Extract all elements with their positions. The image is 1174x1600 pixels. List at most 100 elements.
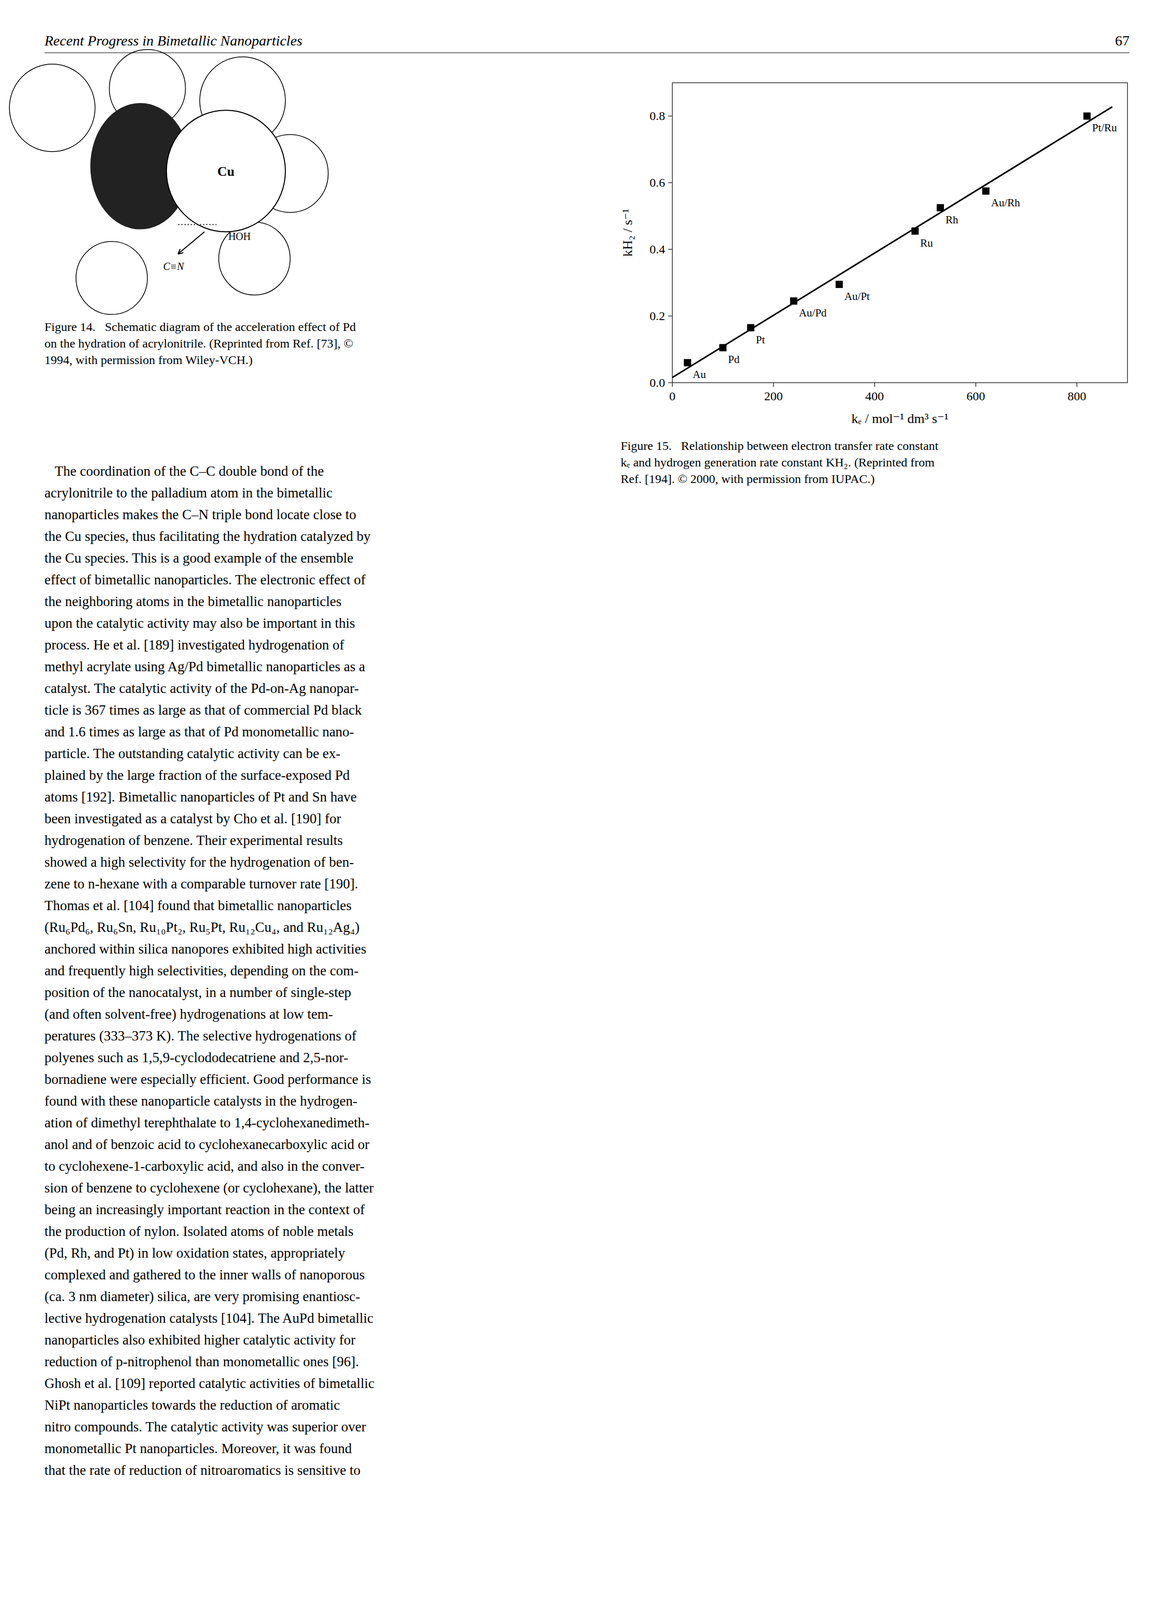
text-line: Ref. [194]. © 2000, with permission from… — [620, 472, 875, 486]
body-line: and 1.6 times as large as that of Pd mon… — [44, 724, 355, 740]
cn-label: C≡N — [163, 260, 186, 273]
body-line: zene to n-hexane with a comparable turno… — [44, 876, 358, 892]
body-line: nanoparticles also exhibited higher cata… — [44, 1332, 356, 1348]
y-tick-label: 0.8 — [649, 109, 666, 123]
body-line: to cyclohexene-1-carboxylic acid, and al… — [44, 1158, 365, 1174]
arrow — [178, 231, 205, 254]
y-axis-label: kH₂ / s⁻¹ — [620, 208, 636, 258]
point-label: Au/Rh — [990, 196, 1021, 209]
text-line: Figure 14. Schematic diagram of the acce… — [44, 320, 356, 334]
body-line: nitro compounds. The catalytic activity … — [44, 1419, 367, 1435]
body-line: showed a high selectivity for the hydrog… — [44, 854, 354, 870]
page-background — [0, 0, 1174, 1600]
page: Recent Progress in Bimetallic Nanopartic… — [0, 0, 1174, 1600]
body-line: The coordination of the C–C double bond … — [44, 463, 324, 479]
x-tick — [773, 382, 775, 387]
body-line: sion of benzene to cyclohexene (or cyclo… — [44, 1180, 374, 1196]
cu-particle — [166, 110, 286, 232]
point-label: Au/Pd — [799, 306, 827, 320]
y-tick — [668, 382, 673, 384]
body-line: atoms [192]. Bimetallic nanoparticles of… — [44, 789, 357, 805]
text-line: 1994, with permission from Wiley-VCH.) — [44, 353, 253, 367]
body-line: lective hydrogenation catalysts [104]. T… — [44, 1310, 374, 1327]
body-line: acrylonitrile to the palladium atom in t… — [44, 485, 333, 501]
plot-frame — [672, 82, 1128, 383]
body-line: and frequently high selectivities, depen… — [44, 962, 359, 979]
body-line: the neighboring atoms in the bimetallic … — [44, 593, 342, 610]
body-line: (Ru₆Pd₆, Ru₆Sn, Ru₁₀Pt₂, Ru₅Pt, Ru₁₂Cu₄,… — [44, 919, 360, 936]
body-line: polyenes such as 1,5,9-cyclododecatriene… — [44, 1049, 349, 1066]
chart: 02004006008000.00.20.40.60.8kₑ / mol⁻¹ d… — [620, 82, 1128, 427]
body-line: the Cu species, thus facilitating the hy… — [44, 528, 371, 545]
y-tick — [668, 248, 673, 250]
x-tick — [874, 382, 876, 387]
y-tick-label: 0.2 — [649, 309, 666, 323]
body-line: the production of nylon. Isolated atoms … — [44, 1223, 354, 1240]
x-axis-label: kₑ / mol⁻¹ dm³ s⁻¹ — [851, 411, 949, 427]
trend-line — [672, 107, 1113, 378]
x-tick — [975, 382, 977, 387]
body-line: hydrogenation of benzene. Their experime… — [44, 832, 343, 849]
x-tick-label: 400 — [865, 389, 884, 403]
cu-label: Cu — [217, 163, 235, 179]
text-line: Figure 15. Relationship between electron… — [620, 439, 939, 453]
body-line: effect of bimetallic nanoparticles. The … — [44, 572, 366, 588]
hoh-label: HOH — [228, 230, 251, 243]
x-tick-label: 600 — [966, 389, 986, 403]
x-tick — [671, 382, 673, 387]
body-line: ticle is 367 times as large as that of c… — [44, 702, 363, 718]
point-label: Pd — [728, 353, 741, 366]
scatter-point — [982, 187, 990, 195]
body-line: the Cu species. This is a good example o… — [44, 550, 354, 566]
body-line: particle. The outstanding catalytic acti… — [44, 745, 341, 762]
body-line: catalyst. The catalytic activity of the … — [44, 680, 359, 697]
page-header-left: Recent Progress in Bimetallic Nanopartic… — [43, 32, 303, 49]
body-line: (Pd, Rh, and Pt) in low oxidation states… — [44, 1245, 346, 1261]
x-tick — [1076, 382, 1078, 387]
y-tick-label: 0.4 — [649, 242, 666, 257]
plot-marks — [672, 107, 1113, 378]
x-tick-label: 0 — [669, 389, 676, 403]
body-line: plained by the large fraction of the sur… — [44, 767, 351, 784]
body-text: The coordination of the C–C double bond … — [44, 463, 375, 1479]
text-line: on the hydration of acrylonitrile. (Repr… — [44, 336, 354, 351]
body-line: methyl acrylate using Ag/Pd bimetallic n… — [44, 658, 366, 675]
body-line: bornadiene were especially efficient. Go… — [44, 1071, 371, 1088]
scatter-point — [683, 358, 691, 367]
body-line: being an increasingly important reaction… — [44, 1201, 365, 1218]
polymer-ring — [9, 64, 96, 152]
body-line: Thomas et al. [104] found that bimetalli… — [44, 897, 352, 914]
body-line: (ca. 3 nm diameter) silica, are very pro… — [44, 1288, 360, 1305]
body-line: anchored within silica nanopores exhibit… — [44, 941, 367, 957]
body-line: been investigated as a catalyst by Cho e… — [44, 810, 342, 827]
body-line: (and often solvent-free) hydrogenations … — [44, 1006, 334, 1022]
body-line: found with these nanoparticle catalysts … — [44, 1093, 358, 1109]
scatter-point — [1083, 112, 1091, 120]
body-line: process. He et al. [189] investigated hy… — [44, 637, 345, 653]
y-tick-label: 0.0 — [649, 375, 666, 390]
body-line: peratures (333–373 K). The selective hyd… — [44, 1028, 357, 1044]
body-line: ation of dimethyl terephthalate to 1,4-c… — [44, 1115, 370, 1131]
point-label: Pt/Ru — [1092, 121, 1118, 134]
page-header-right: 67 — [1115, 32, 1130, 49]
body-line: Ghosh et al. [109] reported catalytic ac… — [44, 1375, 375, 1392]
text-line: kₑ and hydrogen generation rate constant… — [620, 455, 935, 470]
header-rule — [44, 52, 1130, 53]
point-label: Pt — [756, 333, 766, 346]
body-line: reduction of p-nitrophenol than monometa… — [44, 1353, 359, 1370]
body-line: anol and of benzoic acid to cyclohexanec… — [44, 1136, 370, 1153]
x-tick-label: 200 — [764, 389, 784, 403]
body-line: upon the catalytic activity may also be … — [44, 615, 356, 631]
point-label: Au — [692, 368, 706, 381]
point-labels: AuPdPtAu/PdAu/PtRuRhAu/RhPt/Ru — [692, 121, 1118, 381]
figure14-schematic: Cu HOH C≡N — [9, 49, 328, 315]
dotted-bond — [178, 223, 217, 225]
figure14-caption: Figure 14. Schematic diagram of the acce… — [44, 320, 356, 367]
y-tick-label: 0.6 — [649, 175, 666, 190]
scatter-point — [835, 280, 844, 289]
y-tick — [668, 315, 673, 317]
point-label: Ru — [920, 236, 933, 250]
point-label: Rh — [945, 213, 959, 227]
body-line: complexed and gathered to the inner wall… — [44, 1267, 365, 1283]
body-line: nanoparticles makes the C–N triple bond … — [44, 506, 357, 523]
